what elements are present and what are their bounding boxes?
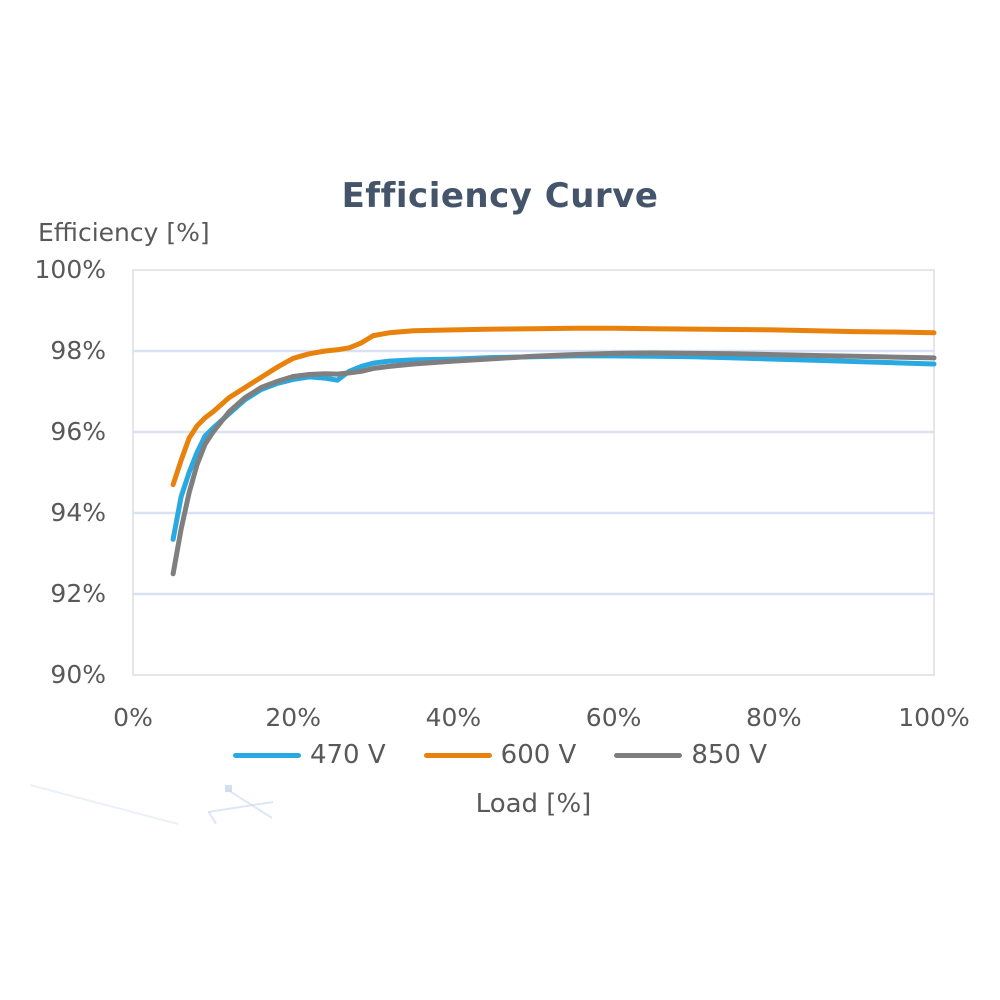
legend-label: 600 V bbox=[500, 740, 577, 770]
legend-label: 470 V bbox=[309, 740, 386, 770]
legend-swatch-600-v bbox=[423, 752, 492, 758]
y-tick-label: 100% bbox=[34, 255, 106, 284]
artifact-line bbox=[208, 811, 217, 825]
x-tick-label: 60% bbox=[585, 703, 642, 732]
artifact-line bbox=[207, 801, 274, 813]
artifact-line bbox=[29, 784, 179, 825]
legend-swatch-850-v bbox=[614, 752, 683, 758]
artifact-scribble bbox=[29, 784, 274, 825]
artifact-line bbox=[227, 789, 273, 819]
legend-label: 850 V bbox=[691, 740, 768, 770]
plot-border bbox=[132, 269, 935, 676]
legend-item-470-v: 470 V bbox=[232, 740, 386, 770]
legend-item-850-v: 850 V bbox=[614, 740, 767, 770]
y-tick-label: 98% bbox=[50, 336, 106, 365]
x-tick-label: 0% bbox=[113, 703, 153, 732]
x-tick-label: 100% bbox=[898, 703, 970, 732]
artifact-dot bbox=[225, 785, 232, 792]
y-tick-label: 96% bbox=[50, 417, 106, 446]
series-line-600-v bbox=[170, 325, 937, 488]
legend-swatch-470-v bbox=[232, 752, 301, 758]
y-tick-label: 90% bbox=[50, 660, 106, 689]
legend: 470 V 600 V 850 V bbox=[0, 740, 1000, 770]
chart-title: Efficiency Curve bbox=[341, 176, 659, 216]
gridlines bbox=[132, 269, 935, 676]
y-tick-label: 92% bbox=[50, 579, 106, 608]
x-tick-label: 20% bbox=[265, 703, 321, 732]
x-tick-label: 80% bbox=[746, 703, 802, 732]
data-series bbox=[170, 325, 937, 577]
y-tick-label: 94% bbox=[50, 498, 106, 527]
x-axis-title: Load [%] bbox=[475, 789, 592, 819]
legend-item-600-v: 600 V bbox=[423, 740, 577, 770]
y-axis-title: Efficiency [%] bbox=[38, 218, 210, 247]
x-tick-label: 40% bbox=[425, 703, 482, 732]
series-line-850-v bbox=[170, 350, 937, 577]
